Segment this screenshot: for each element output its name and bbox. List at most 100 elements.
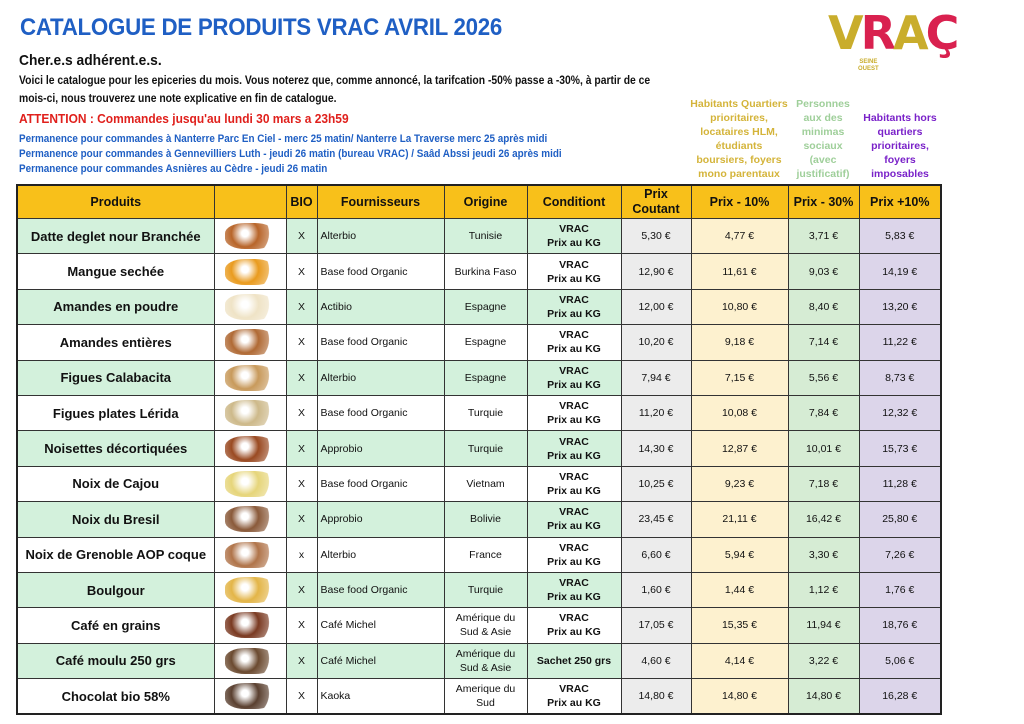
product-image	[213, 253, 287, 290]
price-minus30: 8,40 €	[787, 288, 860, 326]
supplier: Café Michel	[316, 642, 445, 680]
price-cost: 6,60 €	[620, 536, 692, 573]
price-minus30: 5,56 €	[787, 359, 860, 396]
bio-mark: X	[285, 394, 318, 432]
supplier: Café Michel	[316, 607, 445, 644]
table-row: Noix de Cajou X Base food Organic Vietnam VR…	[16, 465, 942, 503]
origin: Amérique du Sud & Asie	[443, 642, 528, 680]
conditionnement: VRAC Prix au KG	[526, 678, 622, 715]
product-photo	[225, 400, 275, 427]
origin: Espagne	[443, 288, 528, 326]
price-plus10: 7,26 €	[858, 536, 942, 573]
price-minus10: 9,18 €	[690, 324, 789, 361]
product-image	[213, 217, 287, 255]
packaging-type: VRAC	[559, 329, 589, 342]
bio-mark: X	[285, 288, 318, 326]
packaging-type: VRAC	[559, 223, 589, 236]
supplier: Approbio	[316, 430, 445, 467]
tier-minus10-description: Habitants Quartiers prioritaires, locata…	[690, 98, 788, 180]
price-minus30: 7,84 €	[787, 394, 860, 432]
product-image	[213, 288, 287, 326]
col-prix-minus10-header: Prix - 10%	[690, 184, 789, 219]
col-conditionnement-header: Conditiont	[526, 184, 622, 219]
product-name: Amandes en poudre	[16, 288, 215, 326]
conditionnement: VRAC Prix au KG	[526, 571, 622, 609]
origin: France	[443, 536, 528, 573]
supplier: Base food Organic	[316, 324, 445, 361]
vrac-logo: VRAÇ SEINE OUEST	[828, 6, 959, 72]
price-plus10: 11,28 €	[858, 465, 942, 503]
supplier: Base food Organic	[316, 571, 445, 609]
supplier: Alterbio	[316, 359, 445, 396]
packaging-unit: Prix au KG	[547, 237, 601, 250]
price-minus10: 5,94 €	[690, 536, 789, 573]
supplier: Alterbio	[316, 217, 445, 255]
packaging-unit: Prix au KG	[547, 272, 601, 285]
product-name: Noisettes décortiquées	[16, 430, 215, 467]
packaging-type: VRAC	[559, 470, 589, 483]
table-row: Café en grains X Café Michel Amérique du Su…	[16, 607, 942, 644]
origin: Vietnam	[443, 465, 528, 503]
product-photo	[225, 683, 275, 710]
tier-minus30-description: Personnes aux des minimas sociaux (avec …	[796, 98, 850, 180]
packaging-type: VRAC	[559, 293, 589, 306]
price-plus10: 16,28 €	[858, 678, 942, 715]
bio-mark: X	[285, 465, 318, 503]
price-plus10: 15,73 €	[858, 430, 942, 467]
product-image	[213, 430, 287, 467]
packaging-unit: Prix au KG	[547, 343, 601, 356]
product-image	[213, 642, 287, 680]
packaging-type: VRAC	[559, 364, 589, 377]
table-row: Amandes en poudre X Actibio Espagne VRAC Prix…	[16, 288, 942, 326]
table-row: Datte deglet nour Branchée X Alterbio Tunis…	[16, 217, 942, 255]
table-row: Figues plates Lérida X Base food Organic Tu…	[16, 394, 942, 432]
col-prix-plus10-header: Prix +10%	[858, 184, 942, 219]
price-minus10: 7,15 €	[690, 359, 789, 396]
packaging-type: VRAC	[559, 683, 589, 696]
product-photo	[225, 293, 275, 320]
conditionnement: VRAC Prix au KG	[526, 501, 622, 538]
packaging-type: Sachet 250 grs	[536, 654, 612, 667]
product-name: Figues Calabacita	[16, 359, 215, 396]
col-bio-header: BIO	[285, 184, 318, 219]
attention-notice: ATTENTION : Commandes jusqu'au lundi 30 …	[19, 111, 349, 126]
conditionnement: VRAC Prix au KG	[526, 253, 622, 290]
price-minus10: 10,80 €	[690, 288, 789, 326]
col-prix-minus30-header: Prix - 30%	[787, 184, 860, 219]
packaging-unit: Prix au KG	[547, 414, 601, 427]
price-minus10: 15,35 €	[690, 607, 789, 644]
product-photo	[225, 470, 275, 497]
col-origine-header: Origine	[443, 184, 528, 219]
origin: Amérique du Sud & Asie	[443, 607, 528, 644]
product-name: Chocolat bio 58%	[16, 678, 215, 715]
table-row: Amandes entières X Base food Organic Espagn…	[16, 324, 942, 361]
price-minus30: 9,03 €	[787, 253, 860, 290]
packaging-unit: Prix au KG	[547, 591, 601, 604]
bio-mark: X	[285, 501, 318, 538]
permanence-line: Permanence pour commandes à Gennevillier…	[19, 148, 562, 160]
intro-text: Voici le catalogue pour les epiceries du…	[19, 75, 651, 105]
product-image	[213, 465, 287, 503]
price-plus10: 8,73 €	[858, 359, 942, 396]
packaging-unit: Prix au KG	[547, 484, 601, 497]
col-prix-coutant-header: Prix Coutant	[620, 184, 692, 219]
product-photo	[225, 364, 275, 391]
origin: Turquie	[443, 430, 528, 467]
packaging-type: VRAC	[559, 258, 589, 271]
price-minus30: 14,80 €	[787, 678, 860, 715]
supplier: Base food Organic	[316, 465, 445, 503]
price-plus10: 5,83 €	[858, 217, 942, 255]
product-name: Mangue sechée	[16, 253, 215, 290]
price-minus30: 3,71 €	[787, 217, 860, 255]
col-produits-header: Produits	[16, 184, 215, 219]
product-name: Amandes entières	[16, 324, 215, 361]
price-plus10: 18,76 €	[858, 607, 942, 644]
bio-mark: X	[285, 607, 318, 644]
product-photo	[225, 435, 275, 462]
origin: Burkina Faso	[443, 253, 528, 290]
product-photo	[225, 329, 275, 356]
price-minus10: 1,44 €	[690, 571, 789, 609]
supplier: Alterbio	[316, 536, 445, 573]
origin: Tunisie	[443, 217, 528, 255]
table-row: Boulgour X Base food Organic Turquie VRAC Pri…	[16, 571, 942, 609]
